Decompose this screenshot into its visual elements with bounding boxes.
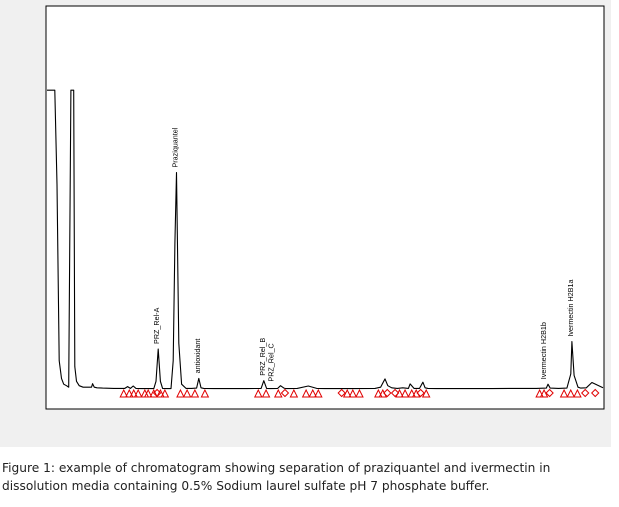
peak-label: Praziquantel	[171, 127, 180, 167]
plot-area	[45, 5, 605, 410]
integration-marker-triangle	[289, 388, 299, 398]
integration-marker-diamond	[390, 388, 400, 398]
integration-marker-triangle	[421, 388, 431, 398]
integration-marker-diamond	[337, 388, 346, 398]
integration-marker-diamond	[581, 388, 590, 398]
integration-marker-triangle	[261, 388, 271, 398]
peak-label: Ivermectin H2B1b	[539, 322, 548, 379]
integration-marker-triangle	[348, 388, 358, 398]
peak-label: PRZ_Rel_C	[267, 343, 276, 381]
integration-marker-triangle	[149, 388, 159, 398]
integration-marker-triangle	[176, 388, 185, 398]
integration-marker-triangle	[273, 388, 283, 398]
integration-marker-triangle	[355, 388, 364, 398]
integration-marker-triangle	[559, 388, 569, 398]
figure-caption: Figure 1: example of chromatogram showin…	[2, 461, 551, 493]
integration-marker-triangle	[143, 388, 153, 398]
integration-marker-triangle	[566, 388, 576, 398]
integration-marker-triangle	[407, 388, 417, 398]
peak-label: antioxidant	[193, 339, 202, 374]
peak-label: Ivermectin H2B1a	[566, 279, 575, 336]
chart-layer: Praziquantel PRZ_Rel-A antioxidant PRZ_Rel_…	[47, 89, 604, 398]
integration-marker-triangle	[160, 388, 170, 398]
integration-marker-triangle	[301, 388, 311, 398]
integration-marker-triangle	[190, 388, 200, 398]
integration-marker-triangle	[119, 388, 129, 398]
peak-label: PRZ_Rel-A	[152, 307, 161, 344]
chromatogram-trace	[47, 89, 604, 390]
integration-marker-triangle	[133, 388, 143, 398]
integration-marker-triangle	[308, 388, 318, 398]
figure-panel: Praziquantel PRZ_Rel-A antioxidant PRZ_Rel_…	[0, 0, 611, 447]
integration-marker-triangle	[124, 388, 134, 398]
integration-marker-diamond	[416, 388, 425, 398]
integration-marker-diamond	[152, 388, 162, 398]
integration-marker-diamond	[280, 388, 290, 398]
integration-marker-triangle	[535, 388, 544, 398]
integration-marker-triangle	[400, 388, 410, 398]
peak-label: PRZ_Rel_B	[258, 338, 267, 376]
integration-marker-triangle	[374, 388, 383, 398]
integration-marker-triangle	[314, 388, 323, 398]
integration-marker-triangle	[342, 388, 352, 398]
integration-marker-diamond	[591, 388, 600, 398]
integration-marker-triangle	[156, 388, 165, 398]
integration-marker-triangle	[182, 388, 192, 398]
integration-marker-diamond	[545, 388, 554, 398]
integration-marker-triangle	[129, 388, 139, 398]
integration-marker-diamond	[383, 388, 392, 398]
integration-marker-triangle	[573, 388, 582, 398]
integration-marker-triangle	[539, 388, 549, 398]
integration-marker-triangle	[200, 388, 210, 398]
integration-marker-triangle	[253, 388, 263, 398]
chromatogram-chart: Praziquantel PRZ_Rel-A antioxidant PRZ_Rel_…	[45, 5, 605, 410]
